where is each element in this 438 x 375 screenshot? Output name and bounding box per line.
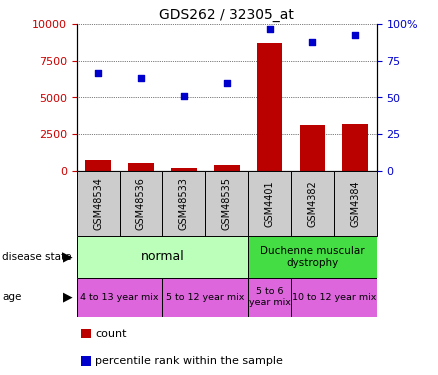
Bar	[257, 44, 283, 171]
Bar	[162, 278, 248, 317]
Bar	[85, 160, 111, 171]
Bar	[77, 171, 120, 236]
Text: percentile rank within the sample: percentile rank within the sample	[95, 356, 283, 366]
Bar	[128, 164, 154, 171]
Text: ▶: ▶	[63, 251, 73, 263]
Bar	[343, 124, 368, 171]
Point	[352, 32, 359, 38]
Bar	[162, 171, 205, 236]
Text: disease state: disease state	[2, 252, 72, 262]
Text: 4 to 13 year mix: 4 to 13 year mix	[80, 292, 159, 302]
Text: 5 to 6
year mix: 5 to 6 year mix	[249, 288, 290, 307]
Point	[266, 26, 273, 32]
Bar	[248, 278, 291, 317]
Bar	[205, 171, 248, 236]
Text: GSM4382: GSM4382	[307, 180, 318, 227]
Text: GSM4401: GSM4401	[265, 180, 275, 227]
Bar	[120, 171, 162, 236]
Bar	[300, 125, 325, 171]
Text: age: age	[2, 292, 21, 302]
Point	[223, 80, 230, 86]
Text: GSM48534: GSM48534	[93, 177, 103, 230]
Text: 10 to 12 year mix: 10 to 12 year mix	[292, 292, 376, 302]
Title: GDS262 / 32305_at: GDS262 / 32305_at	[159, 8, 294, 22]
Bar	[291, 278, 377, 317]
Point	[95, 70, 102, 76]
Bar	[334, 171, 377, 236]
Bar	[291, 171, 334, 236]
Text: ▶: ▶	[63, 291, 73, 304]
Point	[309, 39, 316, 45]
Text: normal: normal	[141, 251, 184, 263]
Bar	[248, 171, 291, 236]
Text: Duchenne muscular
dystrophy: Duchenne muscular dystrophy	[260, 246, 365, 268]
Bar	[77, 278, 162, 317]
Text: GSM48533: GSM48533	[179, 177, 189, 230]
Bar	[248, 236, 377, 278]
Text: 5 to 12 year mix: 5 to 12 year mix	[166, 292, 244, 302]
Text: GSM48536: GSM48536	[136, 177, 146, 230]
Bar	[171, 168, 197, 171]
Point	[180, 93, 187, 99]
Text: GSM4384: GSM4384	[350, 180, 360, 227]
Text: count: count	[95, 328, 127, 339]
Point	[138, 75, 145, 81]
Text: GSM48535: GSM48535	[222, 177, 232, 230]
Bar	[214, 165, 240, 171]
Bar	[77, 236, 248, 278]
